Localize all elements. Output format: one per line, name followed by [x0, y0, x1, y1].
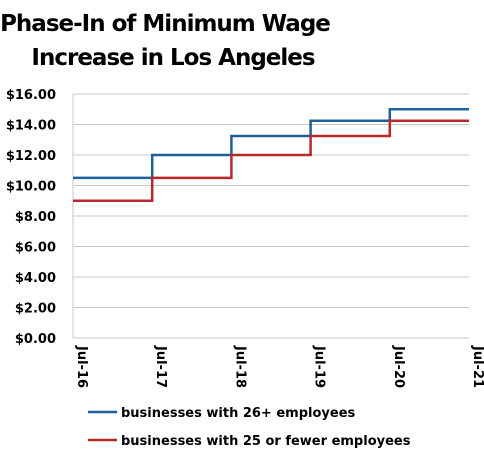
- y-tick-label: $4.00: [15, 271, 56, 286]
- y-tick-label: $2.00: [15, 302, 56, 317]
- y-tick-label: $6.00: [15, 241, 56, 256]
- x-tick-label: Jul-16: [74, 345, 89, 388]
- x-tick-label: Jul-20: [391, 345, 406, 388]
- y-tick-label: $0.00: [15, 332, 56, 347]
- legend-label-2: businesses with 25 or fewer employees: [121, 434, 411, 449]
- y-tick-label: $10.00: [6, 180, 56, 195]
- chart-title-line-2: Increase in Los Angeles: [31, 45, 315, 71]
- y-axis-labels: $0.00 $2.00 $4.00 $6.00 $8.00 $10.00 $12.00 $14…: [6, 88, 56, 347]
- x-axis-labels: Jul-16 Jul-17 Jul-18 Jul-19 Jul-20 Jul-21: [74, 345, 484, 388]
- grid-lines: [72, 93, 469, 339]
- x-tick-label: Jul-18: [232, 345, 247, 388]
- series-line-2: [73, 119, 469, 202]
- series-line-1: [73, 108, 469, 180]
- y-tick-label: $16.00: [6, 88, 56, 103]
- y-tick-label: $14.00: [6, 119, 56, 134]
- x-tick-label: Jul-21: [470, 345, 484, 388]
- series-lines: [73, 108, 469, 202]
- legend-label-1: businesses with 26+ employees: [121, 406, 356, 421]
- legend: businesses with 26+ employees businesses …: [88, 406, 411, 449]
- x-tick-label: Jul-17: [153, 345, 168, 388]
- x-tick-label: Jul-19: [312, 345, 327, 388]
- y-tick-label: $12.00: [6, 149, 56, 164]
- chart-title-line-1: Phase-In of Minimum Wage: [0, 11, 331, 37]
- y-tick-label: $8.00: [15, 210, 56, 225]
